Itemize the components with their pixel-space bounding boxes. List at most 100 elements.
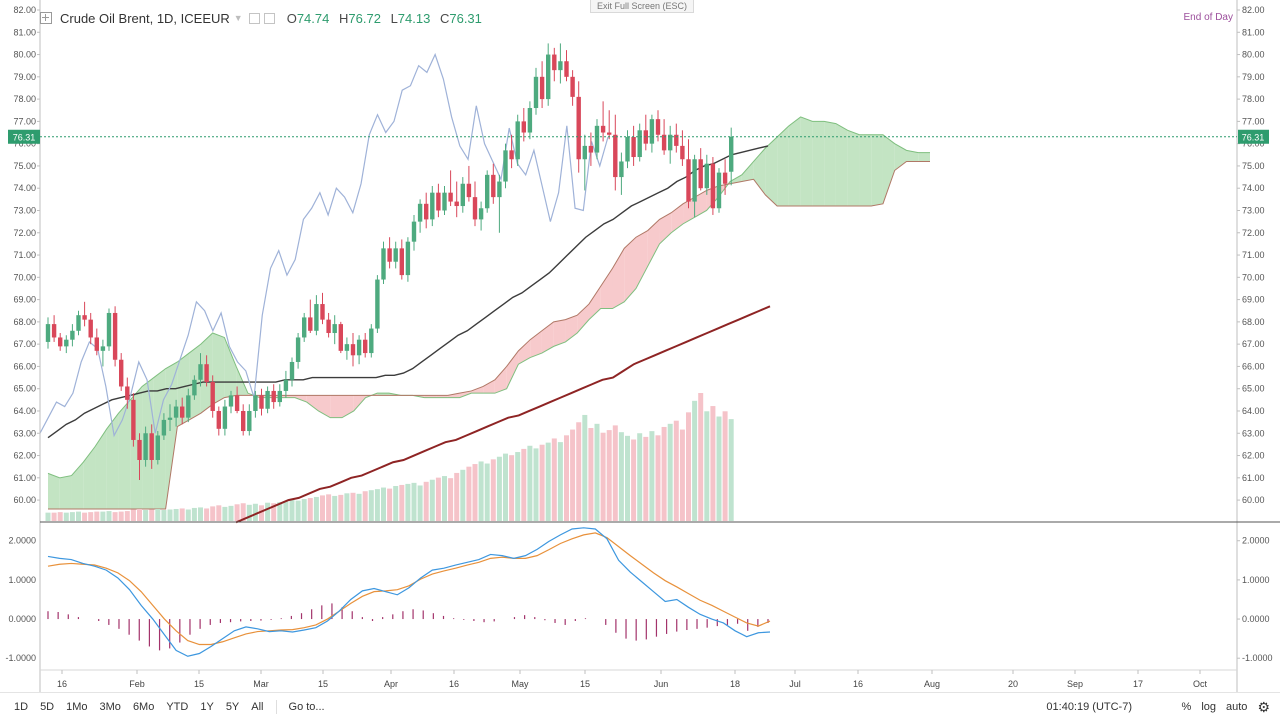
candle-body [338,324,343,351]
cloud-segment [95,428,107,509]
candle-body [576,96,581,160]
candle-body [448,192,453,202]
candle-body [137,439,142,460]
candle-body [100,346,106,351]
cloud-segment [518,339,531,365]
chikou-span [39,52,609,438]
volume-bar [51,512,57,521]
candle-body [472,197,478,220]
volume-bar [283,501,289,521]
macd-pane: 2.0000 2.0000 1.0000 1.0000 0.0000 0.0000 -1.0… [5,527,1273,663]
range-all[interactable]: All [251,701,264,713]
log-toggle[interactable]: log [1201,701,1217,713]
candle-body [356,339,362,356]
volume-bar [710,406,716,521]
low-value: 74.13 [397,10,431,26]
range-1d[interactable]: 1D [14,701,29,713]
candle-body [155,435,160,460]
volume-bar [417,485,423,521]
candle-body [314,304,319,331]
candle-body [515,121,520,160]
range-ytd[interactable]: YTD [166,701,189,713]
x-tick-label: Aug [924,679,940,689]
candle-body [442,192,447,211]
volume-bar [429,479,435,521]
macd-y-label-right: 0.0000 [1242,614,1270,624]
volume-bar [210,506,216,521]
cloud-segment [118,399,131,509]
goto-button[interactable]: Go to... [288,701,325,713]
settings-icon[interactable] [248,12,260,24]
volume-bar [216,505,222,521]
candle-body [722,172,728,184]
volume-bar [448,478,454,521]
high-value: 76.72 [348,10,381,26]
moving-average-red [235,305,771,524]
range-1mo[interactable]: 1Mo [66,701,88,713]
y-tick-label-left: 66.00 [13,361,36,371]
cloud-segment [48,473,60,509]
x-tick-label: 18 [730,679,740,689]
volume-bar [259,505,264,521]
candle-body [192,379,197,396]
range-5d[interactable]: 5D [40,701,55,713]
y-tick-label-right: 73.00 [1242,205,1265,215]
axes: 82.00 82.00 81.00 81.00 80.00 80.00 79.00 79.00… [13,0,1280,692]
candle-body [112,312,118,360]
collapse-icon[interactable] [40,12,52,24]
volume-bar [204,508,210,521]
volume-bar [435,477,441,521]
candle-body [436,192,441,211]
cloud-segment [871,134,883,207]
percent-toggle[interactable]: % [1181,701,1192,713]
exit-fullscreen-button[interactable]: Exit Full Screen (ESC) [590,0,695,13]
candle-body [558,61,563,71]
cloud-segment [882,134,895,204]
y-tick-label-left: 61.00 [13,473,36,483]
y-tick-label-right: 70.00 [1242,272,1265,282]
y-tick-label-right: 74.00 [1242,183,1265,193]
candle-body [454,201,459,207]
volume-bar [69,512,75,521]
y-tick-label-right: 66.00 [1242,361,1265,371]
x-tick-label: 15 [580,679,590,689]
volume-bar [320,495,325,521]
volume-bar [326,494,332,521]
cloud-segment [212,333,225,405]
gear-icon[interactable]: ⚙ [1257,698,1270,715]
volume-bar [368,490,374,521]
candle-body [668,134,673,151]
y-tick-label-right: 80.00 [1242,50,1265,60]
candle-body [661,134,667,151]
volume-bar [137,508,142,521]
chevron-down-icon[interactable]: ▼ [233,13,243,23]
candle-body [381,248,386,280]
cloud-segment [436,395,448,398]
range-5y[interactable]: 5Y [225,701,240,713]
candle-body [509,150,514,160]
volume-bar [722,411,728,521]
volume-bar [393,485,399,521]
range-1y[interactable]: 1Y [200,701,214,713]
scale-controls: % log auto ⚙ [1182,693,1270,721]
volume-bar [228,505,234,521]
cloud-segment [71,462,84,509]
symbol-title[interactable]: Crude Oil Brent, 1D, ICEEUR [60,10,230,26]
volume-bar [405,483,411,521]
candle-body [393,248,398,262]
y-tick-label-right: 62.00 [1242,451,1265,461]
auto-toggle[interactable]: auto [1226,701,1248,713]
range-3mo[interactable]: 3Mo [99,701,121,713]
hide-icon[interactable] [263,12,275,24]
volume-bar [246,504,252,521]
volume-bar [63,512,69,521]
cloud-segment [694,190,707,218]
candle-body [424,203,429,220]
candle-body [228,395,234,407]
volume-bar [716,416,722,521]
volume-bar [570,429,576,521]
volume-bar [728,419,734,521]
range-6mo[interactable]: 6Mo [132,701,155,713]
cloud-segment [506,350,519,389]
